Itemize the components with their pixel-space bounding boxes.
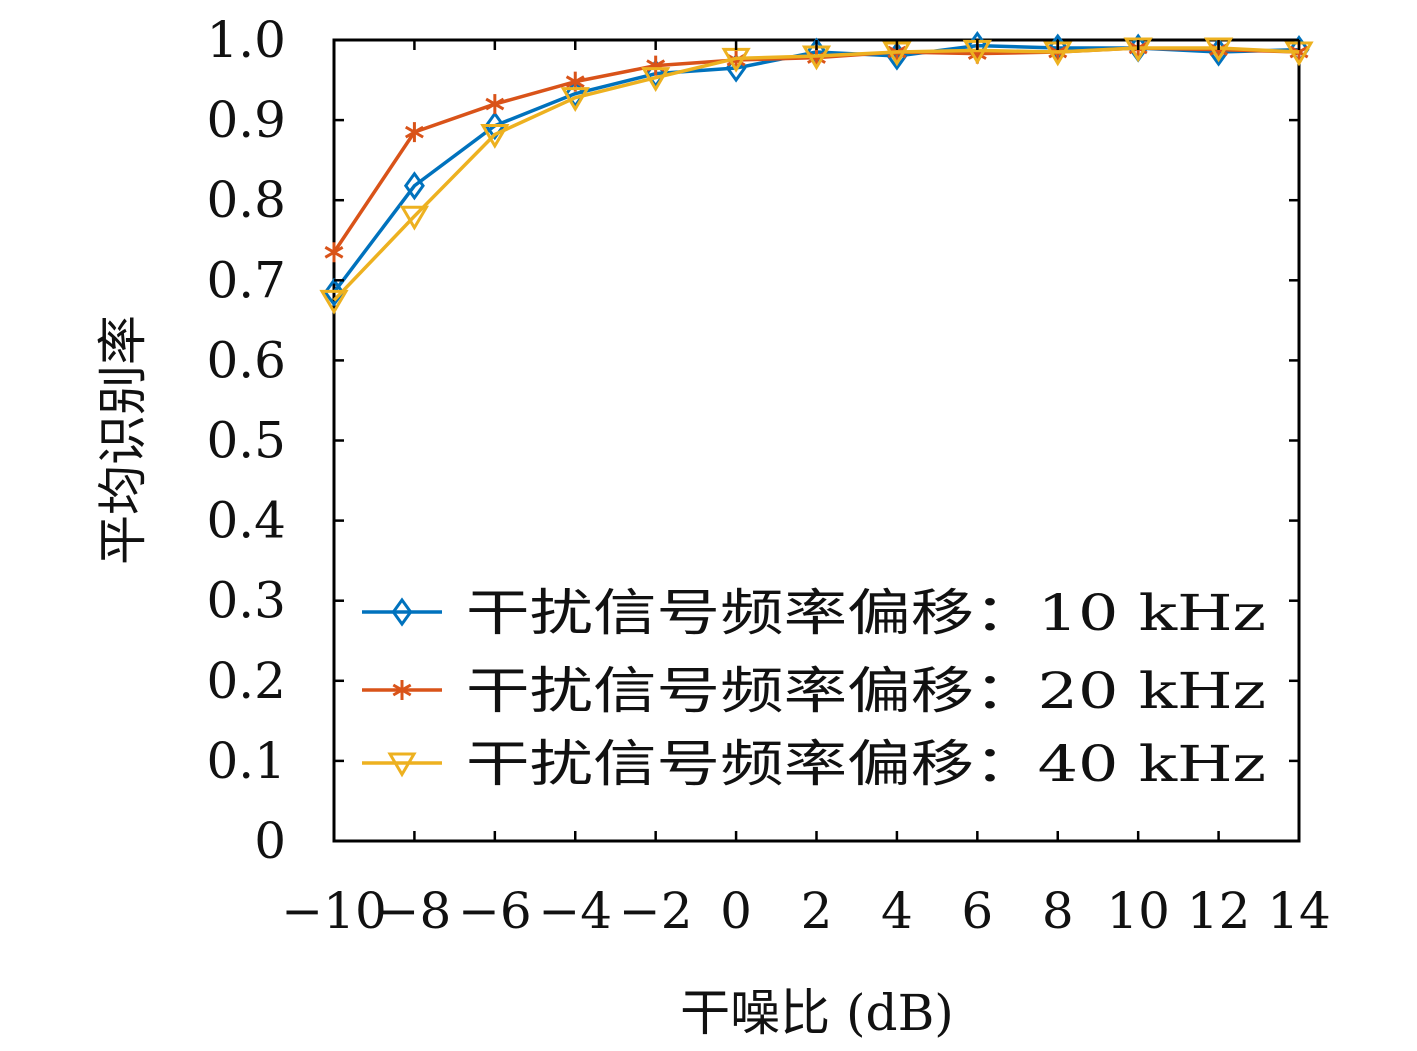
y-tick-label: 0.6 (206, 331, 286, 389)
asterisk-stroke (485, 97, 505, 111)
asterisk-stroke (324, 245, 344, 259)
x-tick-label: −4 (538, 882, 612, 940)
x-axis-title: 干噪比 (dB) (680, 984, 954, 1042)
asterisk-marker (485, 94, 505, 115)
y-tick-label: 0.4 (206, 492, 286, 550)
series-2 (324, 38, 1309, 263)
y-tick-label: 0.2 (206, 652, 286, 710)
x-tick-label: −6 (458, 882, 532, 940)
asterisk-marker (392, 680, 412, 700)
y-tick-label: 0 (254, 812, 286, 870)
asterisk-stroke (565, 75, 585, 88)
legend-label: 干扰信号频率偏移：20 kHz (466, 662, 1266, 720)
asterisk-marker (404, 122, 424, 143)
triangle-down-marker (641, 67, 671, 93)
y-tick-label: 0.8 (206, 171, 286, 229)
y-tick-label: 0.1 (206, 732, 286, 790)
y-tick-label: 0.3 (206, 572, 286, 630)
diamond-marker (391, 597, 413, 627)
x-tick-label: −2 (619, 882, 693, 940)
x-tick-label: 10 (1106, 882, 1170, 940)
diamond-marker (484, 111, 506, 141)
y-tick-label: 0.5 (206, 412, 286, 470)
x-tick-label: 6 (961, 882, 993, 940)
series-group (319, 31, 1314, 315)
y-axis-title: 平均识别率 (94, 315, 152, 565)
plot-area (332, 38, 1301, 843)
asterisk-marker (324, 242, 344, 263)
x-tick-label: 2 (801, 882, 833, 940)
x-tick-label: −8 (378, 882, 452, 940)
legend-item-1: 干扰信号频率偏移：10 kHz (362, 584, 1266, 642)
triangle-down-marker (1203, 37, 1234, 63)
legend-label: 干扰信号频率偏移：10 kHz (466, 584, 1266, 642)
triangle-down-marker (560, 87, 590, 113)
asterisk-stroke (392, 683, 412, 697)
series-line (332, 46, 1300, 302)
legend-item-2: 干扰信号频率偏移：20 kHz (362, 662, 1266, 720)
x-tick-label: −10 (281, 882, 387, 940)
x-tick-label: 0 (720, 882, 752, 940)
y-tick-label: 1.0 (206, 11, 286, 69)
x-tick-label: 12 (1187, 882, 1251, 940)
plot-border (332, 38, 1301, 843)
legend-label: 干扰信号频率偏移：40 kHz (466, 735, 1266, 793)
series-3 (319, 37, 1314, 315)
diamond-marker (323, 277, 345, 307)
series-line (332, 43, 1300, 294)
x-tick-label: 4 (881, 882, 913, 940)
legend-item-3: 干扰信号频率偏移：40 kHz (362, 735, 1266, 793)
diamond-marker (403, 171, 425, 201)
asterisk-stroke (404, 125, 424, 139)
triangle-down-marker (480, 124, 510, 149)
triangle-down-marker (399, 205, 430, 231)
triangle-down-marker (1123, 37, 1153, 63)
series-1 (323, 31, 1310, 307)
y-tick-label: 0.9 (206, 91, 286, 149)
triangle-down-marker (387, 752, 417, 778)
legend: 干扰信号频率偏移：10 kHz 干扰信号频率偏移：20 kHz 干扰信号频率偏移：4… (362, 584, 1266, 793)
axis-ticks: −10−8 −6 −4 −2 0 2 4 6 8 10 12 1400.10.20.30.40.50.… (206, 11, 1330, 940)
triangle-down-marker (319, 289, 349, 315)
y-tick-label: 0.7 (206, 251, 286, 309)
x-tick-label: 14 (1267, 882, 1331, 940)
x-tick-label: 8 (1042, 882, 1074, 940)
